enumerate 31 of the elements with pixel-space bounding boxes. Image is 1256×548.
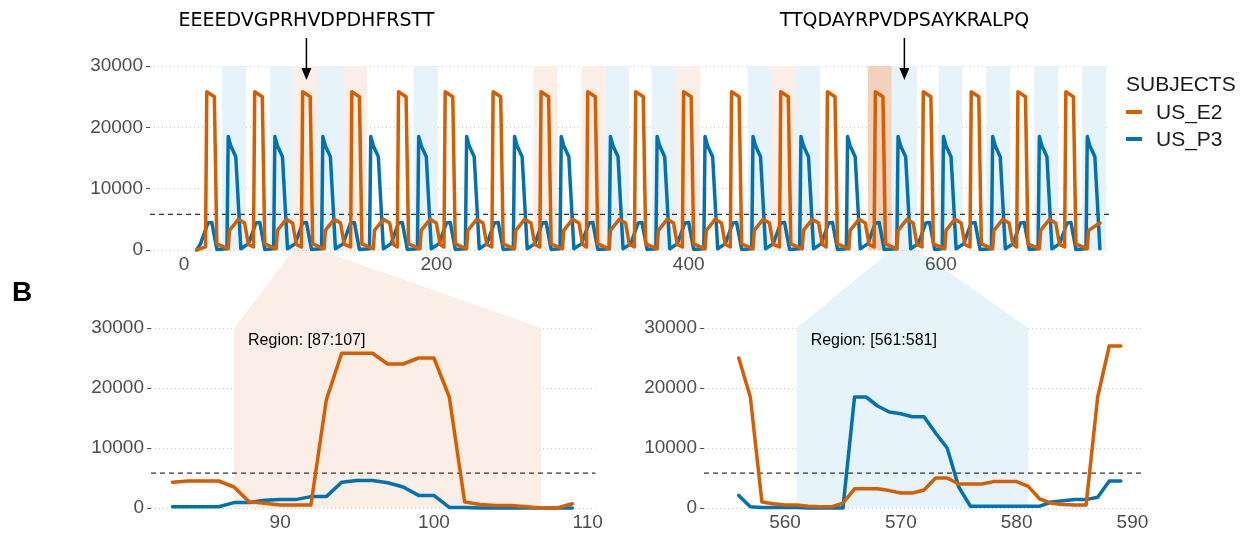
- x-tick-label: 590: [1116, 510, 1149, 532]
- legend-label: US_E2: [1156, 99, 1223, 124]
- y-tick-label: 10000: [91, 436, 144, 458]
- x-tick-label: 570: [884, 510, 917, 532]
- y-tick-label: 0: [132, 238, 143, 260]
- x-tick-label: 0: [178, 252, 190, 274]
- y-tick-label: 30000: [91, 316, 144, 338]
- x-tick-label: 600: [925, 252, 957, 274]
- band-label: Region: [87:107]: [248, 331, 366, 349]
- text: B: [12, 276, 33, 308]
- band-label: EEEEDVGPRHVDPDHFRSTT: [178, 7, 435, 30]
- y-tick-label: 30000: [644, 316, 697, 338]
- y-tick-label: 0: [686, 496, 697, 518]
- x-tick-label: 560: [769, 510, 801, 532]
- x-tick-label: 200: [420, 252, 453, 274]
- x-tick-label: 110: [572, 510, 603, 532]
- y-tick-label: 20000: [644, 376, 697, 398]
- x-tick-label: 100: [418, 510, 450, 532]
- x-tick-label: 90: [269, 510, 291, 532]
- band-label: Region: [561:581]: [810, 331, 937, 349]
- x-tick-label: 400: [672, 252, 705, 274]
- y-tick-label: 10000: [644, 436, 697, 458]
- y-tick-label: 0: [133, 496, 144, 518]
- y-tick-label: 20000: [90, 115, 143, 137]
- legend-label: US_P3: [1156, 126, 1223, 151]
- y-tick-label: 20000: [91, 376, 144, 398]
- x-tick-label: 580: [1000, 510, 1033, 532]
- y-tick-label: 10000: [90, 176, 143, 198]
- band-label: TTQDAYRPVDPSAYKRALPQ: [778, 7, 1030, 30]
- y-tick-label: 30000: [90, 54, 143, 76]
- legend-title: SUBJECTS: [1126, 72, 1237, 96]
